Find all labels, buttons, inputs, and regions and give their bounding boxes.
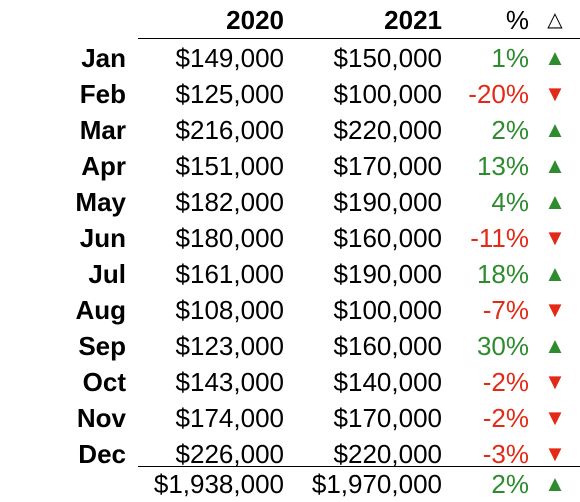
total-2021: $1,970,000 bbox=[311, 469, 442, 499]
value-2020: $149,000 bbox=[175, 43, 284, 73]
delta-icon: △ bbox=[547, 9, 563, 31]
value-2020: $216,000 bbox=[175, 115, 284, 145]
percent-change: 2% bbox=[491, 115, 529, 145]
table-row: Oct $143,000 $140,000 -2% ▼ bbox=[0, 364, 580, 400]
percent-change: -20% bbox=[468, 79, 529, 109]
month-label: May bbox=[75, 187, 126, 217]
value-2021: $190,000 bbox=[333, 187, 442, 217]
table-row: Jan $149,000 $150,000 1% ▲ bbox=[0, 40, 580, 76]
header-2020: 2020 bbox=[226, 5, 284, 35]
value-2021: $190,000 bbox=[333, 259, 442, 289]
total-row: $1,938,000 $1,970,000 2% ▲ bbox=[0, 466, 580, 502]
table-row: Jul $161,000 $190,000 18% ▲ bbox=[0, 256, 580, 292]
value-2020: $174,000 bbox=[175, 403, 284, 433]
value-2021: $170,000 bbox=[333, 403, 442, 433]
percent-change: -7% bbox=[482, 295, 529, 325]
table-row: Apr $151,000 $170,000 13% ▲ bbox=[0, 148, 580, 184]
table-row: Jun $180,000 $160,000 -11% ▼ bbox=[0, 220, 580, 256]
month-label: Nov bbox=[76, 403, 126, 433]
value-2021: $100,000 bbox=[333, 295, 442, 325]
month-label: Oct bbox=[82, 367, 126, 397]
table-row: Nov $174,000 $170,000 -2% ▼ bbox=[0, 400, 580, 436]
percent-change: -2% bbox=[482, 367, 529, 397]
up-arrow-icon: ▲ bbox=[544, 189, 566, 214]
table-row: Feb $125,000 $100,000 -20% ▼ bbox=[0, 76, 580, 112]
table-row: Dec $226,000 $220,000 -3% ▼ bbox=[0, 436, 580, 472]
month-label: Aug bbox=[75, 295, 126, 325]
month-label: Feb bbox=[79, 79, 126, 109]
value-2021: $220,000 bbox=[333, 439, 442, 469]
month-label: Jun bbox=[79, 223, 126, 253]
table-row: Sep $123,000 $160,000 30% ▲ bbox=[0, 328, 580, 364]
down-arrow-icon: ▼ bbox=[544, 225, 566, 250]
percent-change: 18% bbox=[476, 259, 529, 289]
header-2021: 2021 bbox=[384, 5, 442, 35]
value-2021: $140,000 bbox=[333, 367, 442, 397]
table-row: Mar $216,000 $220,000 2% ▲ bbox=[0, 112, 580, 148]
total-percent-change: 2% bbox=[491, 469, 529, 499]
month-label: Jul bbox=[88, 259, 126, 289]
down-arrow-icon: ▼ bbox=[544, 81, 566, 106]
month-label: Sep bbox=[78, 331, 126, 361]
value-2021: $160,000 bbox=[333, 331, 442, 361]
value-2020: $161,000 bbox=[175, 259, 284, 289]
total-divider bbox=[138, 466, 580, 467]
value-2020: $226,000 bbox=[175, 439, 284, 469]
up-arrow-icon: ▲ bbox=[544, 333, 566, 358]
down-arrow-icon: ▼ bbox=[544, 405, 566, 430]
value-2020: $125,000 bbox=[175, 79, 284, 109]
down-arrow-icon: ▼ bbox=[544, 441, 566, 466]
month-label: Mar bbox=[79, 115, 126, 145]
header-row: 2020 2021 % △ bbox=[0, 2, 580, 38]
percent-change: -3% bbox=[482, 439, 529, 469]
down-arrow-icon: ▼ bbox=[544, 369, 566, 394]
up-arrow-icon: ▲ bbox=[544, 471, 566, 496]
value-2020: $123,000 bbox=[175, 331, 284, 361]
header-divider bbox=[138, 38, 580, 39]
month-label: Dec bbox=[78, 439, 126, 469]
value-2020: $108,000 bbox=[175, 295, 284, 325]
month-label: Apr bbox=[81, 151, 126, 181]
table-row: Aug $108,000 $100,000 -7% ▼ bbox=[0, 292, 580, 328]
percent-change: -2% bbox=[482, 403, 529, 433]
header-percent: % bbox=[505, 5, 529, 35]
table-row: May $182,000 $190,000 4% ▲ bbox=[0, 184, 580, 220]
up-arrow-icon: ▲ bbox=[544, 153, 566, 178]
up-arrow-icon: ▲ bbox=[544, 117, 566, 142]
percent-change: 1% bbox=[491, 43, 529, 73]
value-2020: $151,000 bbox=[175, 151, 284, 181]
up-arrow-icon: ▲ bbox=[544, 261, 566, 286]
up-arrow-icon: ▲ bbox=[544, 45, 566, 70]
value-2021: $220,000 bbox=[333, 115, 442, 145]
percent-change: 13% bbox=[476, 151, 529, 181]
value-2020: $182,000 bbox=[175, 187, 284, 217]
value-2021: $100,000 bbox=[333, 79, 442, 109]
down-arrow-icon: ▼ bbox=[544, 297, 566, 322]
value-2021: $150,000 bbox=[333, 43, 442, 73]
percent-change: 30% bbox=[476, 331, 529, 361]
value-2021: $160,000 bbox=[333, 223, 442, 253]
total-2020: $1,938,000 bbox=[153, 469, 284, 499]
month-label: Jan bbox=[81, 43, 126, 73]
value-2020: $143,000 bbox=[175, 367, 284, 397]
value-2021: $170,000 bbox=[333, 151, 442, 181]
value-2020: $180,000 bbox=[175, 223, 284, 253]
percent-change: 4% bbox=[491, 187, 529, 217]
percent-change: -11% bbox=[470, 223, 529, 253]
